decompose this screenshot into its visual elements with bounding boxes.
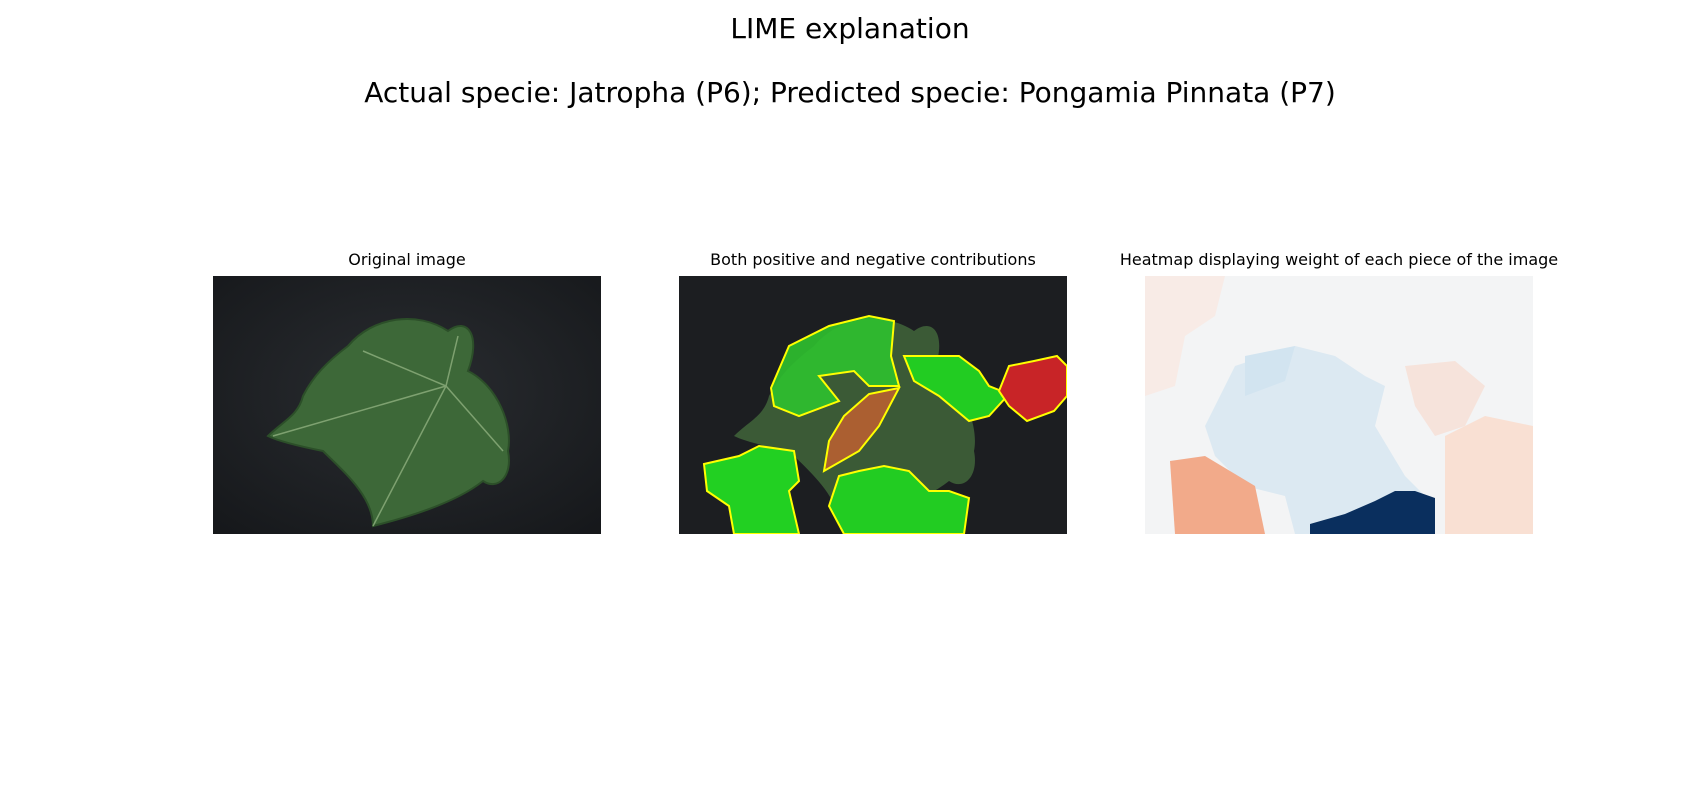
leaf-shape [266, 318, 510, 528]
panel-title-original: Original image [348, 250, 466, 269]
panel-title-contributions: Both positive and negative contributions [710, 250, 1036, 269]
original-leaf-image [213, 276, 601, 534]
heatmap-segment [1205, 346, 1425, 534]
original-image-panel: Original image [213, 250, 601, 534]
panel-title-heatmap: Heatmap displaying weight of each piece … [1119, 250, 1559, 269]
contributions-panel: Both positive and negative contributions [679, 250, 1067, 534]
positive-segment [702, 444, 801, 534]
figure-subtitle: Actual specie: Jatropha (P6); Predicted … [364, 76, 1336, 109]
heatmap-segment [1145, 276, 1225, 396]
heatmap-segment [1245, 346, 1295, 396]
heatmap-segment [1170, 456, 1265, 534]
positive-segment [902, 355, 1011, 423]
figure-title: LIME explanation [730, 12, 970, 45]
heatmap-segment [1405, 361, 1485, 436]
heatmap-segment [1310, 491, 1435, 534]
negative-segment [997, 354, 1067, 423]
negative-segment [822, 386, 901, 473]
positive-segment [827, 464, 971, 534]
heatmap-image [1145, 276, 1533, 534]
heatmap-segment [1445, 416, 1533, 534]
contributions-image [679, 276, 1067, 534]
positive-segment [769, 314, 901, 418]
heatmap-panel: Heatmap displaying weight of each piece … [1120, 250, 1558, 534]
